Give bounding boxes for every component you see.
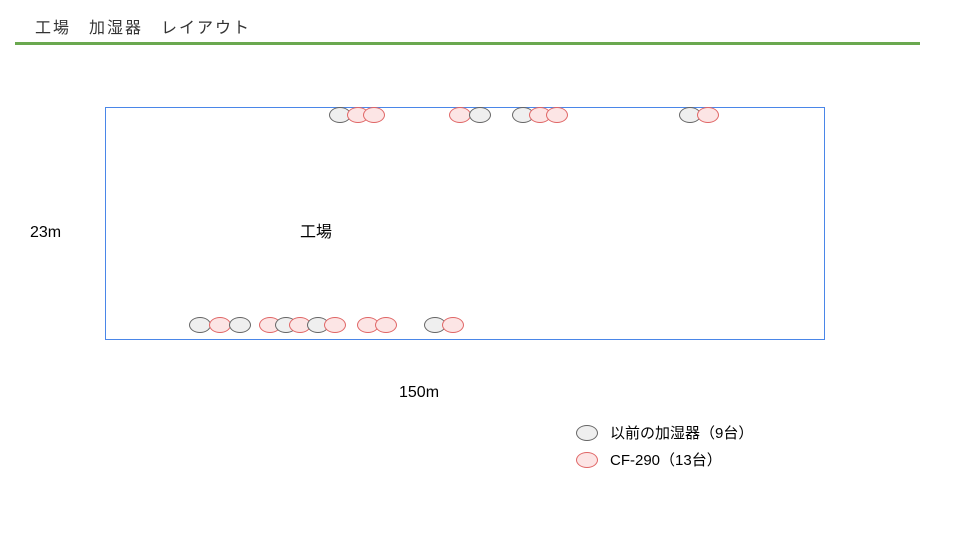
factory-outline (105, 107, 825, 340)
legend-swatch-cf290 (576, 452, 598, 468)
legend-swatch-previous (576, 425, 598, 441)
humidifier-previous (469, 107, 491, 123)
title-divider (15, 42, 920, 45)
legend-label: 以前の加湿器（9台） (610, 422, 753, 443)
humidifier-previous (189, 317, 211, 333)
legend-row-previous: 以前の加湿器（9台） (576, 422, 753, 443)
humidifier-cf290 (375, 317, 397, 333)
factory-inner-label: 工場 (300, 218, 332, 242)
humidifier-previous (229, 317, 251, 333)
legend-row-cf290: CF-290（13台） (576, 449, 722, 470)
page-title: 工場 加湿器 レイアウト (35, 14, 251, 38)
humidifier-cf290 (363, 107, 385, 123)
humidifier-cf290 (324, 317, 346, 333)
legend-label: CF-290（13台） (610, 449, 722, 470)
humidifier-cf290 (442, 317, 464, 333)
width-dimension-label: 150m (399, 384, 439, 402)
humidifier-cf290 (209, 317, 231, 333)
humidifier-cf290 (546, 107, 568, 123)
humidifier-cf290 (697, 107, 719, 123)
humidifier-cf290 (449, 107, 471, 123)
height-dimension-label: 23m (30, 224, 61, 242)
